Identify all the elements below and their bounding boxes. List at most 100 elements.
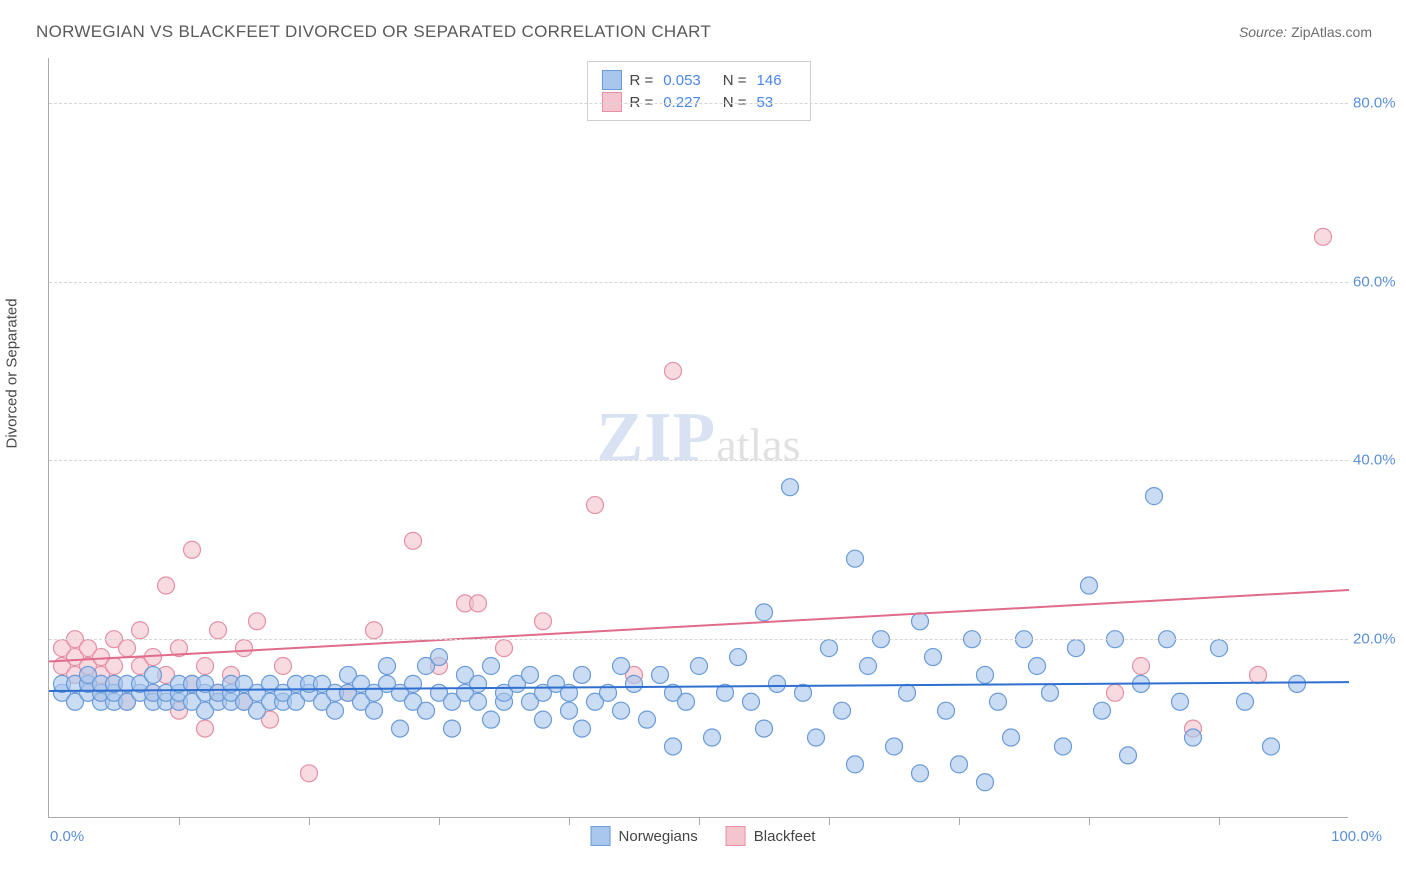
scatter-point: [1263, 738, 1280, 755]
scatter-point: [678, 693, 695, 710]
scatter-point: [1146, 488, 1163, 505]
scatter-point: [210, 622, 227, 639]
scatter-point: [197, 720, 214, 737]
x-tick: [1219, 817, 1220, 825]
legend-label-norwegians: Norwegians: [619, 828, 698, 845]
scatter-point: [158, 577, 175, 594]
scatter-point: [184, 541, 201, 558]
scatter-point: [977, 666, 994, 683]
scatter-point: [1107, 684, 1124, 701]
scatter-point: [990, 693, 1007, 710]
scatter-point: [912, 765, 929, 782]
scatter-point: [743, 693, 760, 710]
x-axis-min-label: 0.0%: [50, 828, 84, 845]
scatter-point: [1068, 640, 1085, 657]
scatter-point: [912, 613, 929, 630]
scatter-point: [834, 702, 851, 719]
scatter-point: [886, 738, 903, 755]
scatter-point: [275, 658, 292, 675]
scatter-point: [847, 550, 864, 567]
scatter-point: [925, 649, 942, 666]
scatter-point: [522, 666, 539, 683]
scatter-point: [379, 658, 396, 675]
scatter-point: [1211, 640, 1228, 657]
scatter-point: [470, 595, 487, 612]
x-tick: [699, 817, 700, 825]
scatter-point: [535, 613, 552, 630]
y-tick-label: 60.0%: [1353, 273, 1406, 290]
scatter-point: [613, 702, 630, 719]
x-tick: [1089, 817, 1090, 825]
scatter-point: [574, 720, 591, 737]
scatter-point: [392, 720, 409, 737]
scatter-point: [704, 729, 721, 746]
x-tick: [309, 817, 310, 825]
scatter-point: [1172, 693, 1189, 710]
gridline: [49, 460, 1348, 461]
y-tick-label: 40.0%: [1353, 452, 1406, 469]
x-tick: [179, 817, 180, 825]
scatter-point: [1289, 675, 1306, 692]
scatter-point: [301, 765, 318, 782]
scatter-point: [366, 702, 383, 719]
gridline: [49, 639, 1348, 640]
y-axis-title: Divorced or Separated: [4, 298, 21, 448]
scatter-point: [808, 729, 825, 746]
scatter-point: [535, 711, 552, 728]
gridline: [49, 103, 1348, 104]
x-tick: [439, 817, 440, 825]
scatter-point: [938, 702, 955, 719]
source-attribution: Source: ZipAtlas.com: [1239, 24, 1372, 40]
x-tick: [829, 817, 830, 825]
x-axis-max-label: 100.0%: [1331, 828, 1382, 845]
legend-item-norwegians: Norwegians: [591, 826, 698, 846]
scatter-point: [756, 604, 773, 621]
scatter-point: [977, 774, 994, 791]
scatter-point: [1185, 729, 1202, 746]
scatter-point: [665, 362, 682, 379]
scatter-point: [1133, 658, 1150, 675]
scatter-point: [470, 693, 487, 710]
scatter-point: [626, 675, 643, 692]
scatter-point: [756, 720, 773, 737]
gridline: [49, 282, 1348, 283]
scatter-point: [587, 497, 604, 514]
scatter-point: [613, 658, 630, 675]
scatter-point: [951, 756, 968, 773]
scatter-point: [847, 756, 864, 773]
scatter-point: [1120, 747, 1137, 764]
scatter-point: [431, 649, 448, 666]
scatter-point: [418, 702, 435, 719]
scatter-point: [730, 649, 747, 666]
scatter-point: [1081, 577, 1098, 594]
swatch-norwegians: [591, 826, 611, 846]
scatter-point: [132, 622, 149, 639]
y-tick-label: 20.0%: [1353, 631, 1406, 648]
scatter-point: [405, 675, 422, 692]
scatter-point: [1250, 666, 1267, 683]
scatter-point: [1237, 693, 1254, 710]
trend-line: [49, 590, 1349, 662]
scatter-point: [405, 532, 422, 549]
chart-svg: [49, 58, 1348, 817]
scatter-point: [691, 658, 708, 675]
scatter-point: [652, 666, 669, 683]
y-tick-label: 80.0%: [1353, 94, 1406, 111]
x-tick: [569, 817, 570, 825]
scatter-point: [1094, 702, 1111, 719]
scatter-point: [860, 658, 877, 675]
source-label: Source:: [1239, 24, 1287, 40]
scatter-point: [1315, 228, 1332, 245]
chart-title: NORWEGIAN VS BLACKFEET DIVORCED OR SEPAR…: [36, 22, 711, 42]
series-legend: Norwegians Blackfeet: [591, 826, 816, 846]
scatter-point: [1029, 658, 1046, 675]
scatter-point: [106, 658, 123, 675]
x-tick: [959, 817, 960, 825]
scatter-point: [665, 738, 682, 755]
scatter-point: [470, 675, 487, 692]
scatter-point: [236, 640, 253, 657]
swatch-blackfeet: [726, 826, 746, 846]
scatter-point: [639, 711, 656, 728]
scatter-point: [327, 702, 344, 719]
scatter-point: [483, 658, 500, 675]
